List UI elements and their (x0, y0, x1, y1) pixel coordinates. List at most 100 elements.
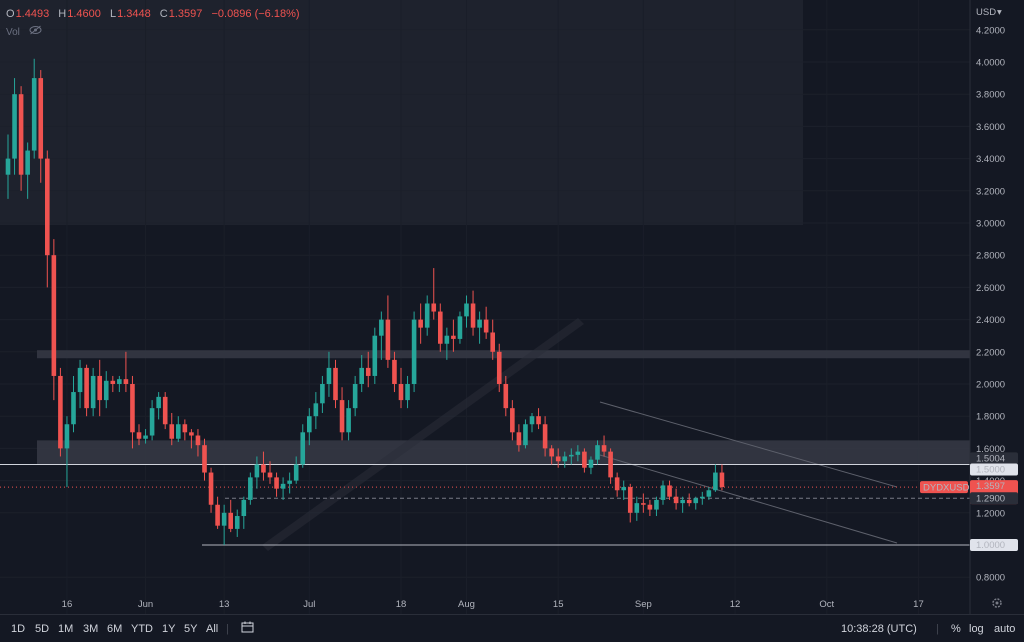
candle-body (536, 416, 541, 425)
y-tick-label: 3.8000 (976, 90, 1005, 101)
rising-channel (262, 318, 584, 551)
y-tick-label: 4.0000 (976, 58, 1005, 69)
candle-body (320, 384, 325, 404)
y-tick-label: 2.4000 (976, 315, 1005, 326)
support-resistance-zone (37, 440, 970, 465)
percent-scale-button[interactable]: % (951, 623, 961, 635)
candle-body (496, 351, 502, 384)
timeframe-1y-button[interactable]: 1Y (162, 623, 176, 635)
x-tick-label: 17 (913, 599, 924, 610)
candle-body (117, 379, 122, 384)
candle-body (411, 319, 417, 384)
candle-body (555, 456, 561, 462)
candle-body (627, 487, 633, 513)
currency-label[interactable]: USD (976, 7, 996, 18)
candle-body (280, 483, 286, 489)
candle-body (595, 445, 600, 460)
candle-body (529, 416, 535, 425)
price-label-box (970, 452, 1018, 465)
candle-body (503, 384, 509, 409)
candle-body (215, 504, 220, 526)
price-axis[interactable]: 4.2000 4.0000 3.8000 3.6000 3.4000 3.2000 3.00… (969, 0, 1024, 614)
timeframe-all-button[interactable]: All (206, 623, 219, 635)
candle-body (156, 396, 161, 409)
candle-body (470, 303, 476, 328)
candle-body (588, 459, 594, 468)
candle-body (700, 496, 705, 499)
auto-scale-button[interactable]: auto (994, 623, 1016, 635)
y-tick-label: 3.4000 (976, 154, 1005, 165)
candle-body (680, 499, 685, 504)
candle-body (64, 424, 70, 449)
price-label-box (970, 463, 1018, 476)
price-label-text: 1.0000 (976, 540, 1005, 551)
price-label-text: 1.5000 (976, 465, 1005, 476)
volume-label: Vol (6, 27, 20, 38)
symbol-tag-text: DYDXUSD (923, 483, 970, 494)
settings-gear-icon[interactable] (992, 598, 1002, 608)
candle-body (621, 487, 626, 491)
y-tick-label: 1.6000 (976, 444, 1005, 455)
candle-body (457, 316, 463, 339)
log-scale-button[interactable]: log (969, 623, 984, 635)
candle-body (143, 435, 148, 439)
toolbar-divider: | (226, 623, 229, 635)
timeframe-5d-button[interactable]: 5D (35, 623, 50, 635)
timeframe-5y-button[interactable]: 5Y (184, 623, 198, 635)
candle-body (130, 384, 135, 433)
candle-body (608, 451, 613, 478)
x-tick-label: Sep (635, 599, 652, 610)
x-tick-label: Jul (303, 599, 315, 610)
horizontal-levels (0, 464, 970, 546)
close-value: 1.3597 (168, 8, 203, 20)
candle-body (372, 335, 378, 376)
time-display[interactable]: 10:38:28 (UTC) (841, 623, 917, 635)
candle-body (162, 396, 168, 425)
candle-body (451, 335, 456, 339)
candle-body (582, 451, 587, 468)
candle-body (293, 464, 299, 481)
eye-hidden-icon[interactable] (29, 25, 42, 38)
price-label-text: 1.2900 (976, 493, 1005, 504)
candle-body (84, 367, 89, 409)
candle-body (274, 477, 279, 489)
candle-body (221, 512, 227, 526)
candle-body (326, 367, 332, 384)
candle-body (45, 158, 50, 256)
timeframe-1d-button[interactable]: 1D (11, 623, 26, 635)
candle-body (261, 464, 266, 473)
timeframe-1m-button[interactable]: 1M (58, 623, 74, 635)
candle-body (77, 367, 83, 393)
change-value: −0.0896 (−6.18%) (211, 8, 300, 20)
y-tick-label: 2.6000 (976, 283, 1005, 294)
open-value: 1.4493 (15, 8, 50, 20)
candle-body (719, 472, 725, 488)
grid (0, 0, 970, 614)
low-label: L (109, 8, 117, 20)
candle-body (379, 319, 384, 336)
volume-legend[interactable]: Vol (6, 25, 42, 38)
candle-body (562, 456, 568, 462)
candle-body (176, 424, 181, 439)
time-axis[interactable]: 16 Jun 13 Jul 18 Aug 15 Sep 12 Oct 17 (62, 599, 924, 610)
timeframe-ytd-button[interactable]: YTD (131, 623, 153, 635)
candle-body (307, 416, 312, 433)
timeframe-3m-button[interactable]: 3M (83, 623, 99, 635)
candle-body (339, 400, 345, 433)
candle-body (713, 472, 718, 491)
candle-body (58, 375, 63, 449)
candle-body (634, 503, 640, 513)
candle-body (647, 504, 653, 510)
falling-channel-bottom (599, 454, 898, 544)
currency-dropdown-icon[interactable]: ▾ (997, 7, 1002, 18)
y-tick-label: 0.8000 (976, 573, 1005, 584)
candle-body (660, 485, 666, 500)
date-range-icon[interactable] (241, 621, 255, 637)
x-tick-label: 18 (396, 599, 407, 610)
timeframe-6m-button[interactable]: 6M (107, 623, 123, 635)
candle-body (90, 375, 96, 409)
candle-body (490, 332, 495, 352)
y-tick-label: 2.8000 (976, 251, 1005, 262)
price-label-text: 1.3597 (976, 481, 1005, 492)
